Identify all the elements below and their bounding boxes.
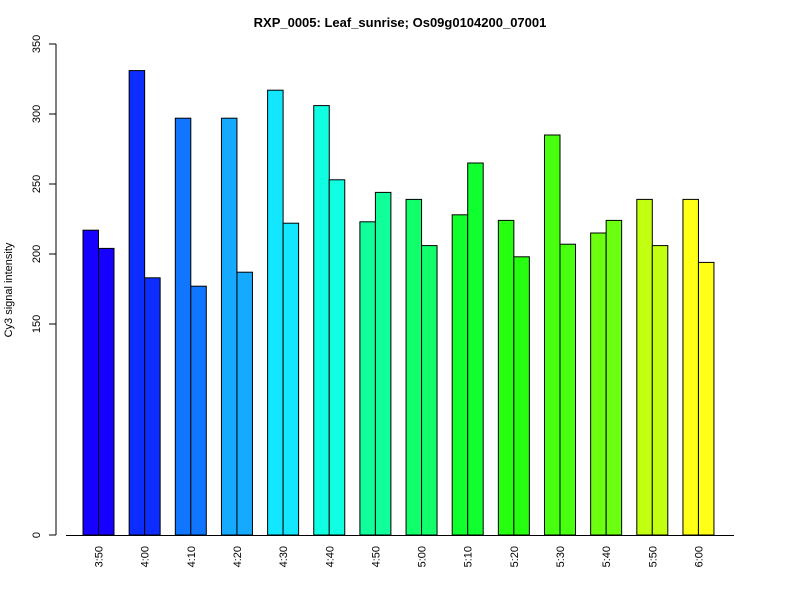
x-tick-label: 5:50 [647, 546, 659, 567]
bar-400-s2 [144, 277, 161, 536]
chart-title: RXP_0005: Leaf_sunrise; Os09g0104200_070… [254, 15, 547, 30]
y-tick-label: 150 [31, 315, 43, 333]
y-axis-label: Cy3 signal intensity [3, 242, 15, 337]
bar-550-s1 [636, 198, 653, 536]
y-tick-label: 300 [31, 105, 43, 123]
bar-group [82, 70, 715, 536]
bar-440-s2 [328, 179, 346, 536]
x-tick-label: 5:10 [463, 546, 475, 567]
bar-350-s1 [82, 229, 99, 536]
x-tick-label: 3:50 [94, 546, 106, 567]
bar-410-s1 [174, 117, 192, 536]
bar-540-s2 [605, 219, 623, 536]
y-tick-label: 200 [31, 245, 43, 263]
x-tick-label: 4:20 [232, 546, 244, 567]
bar-450-s1 [359, 221, 376, 536]
bar-350-s2 [98, 247, 115, 536]
bar-500-s2 [421, 245, 438, 536]
x-tick-label: 5:00 [417, 546, 429, 567]
bar-530-s1 [544, 134, 561, 536]
bar-430-s1 [267, 89, 284, 536]
x-tick-label: 4:40 [324, 546, 336, 567]
y-axis-ticks: 0 150 200 250 300 350 [31, 35, 56, 538]
x-axis-ticks: 3:50 4:00 4:10 4:20 4:30 4:40 4:50 5:00 5:10 5:20… [94, 546, 706, 567]
bar-510-s1 [451, 214, 469, 536]
bar-410-s2 [190, 285, 207, 536]
bar-440-s1 [313, 105, 330, 536]
x-tick-label: 5:20 [509, 546, 521, 567]
x-tick-label: 5:30 [555, 546, 567, 567]
bar-520-s1 [497, 219, 515, 536]
bar-540-s1 [590, 232, 607, 536]
bar-420-s2 [236, 271, 253, 536]
x-tick-label: 4:00 [140, 546, 152, 567]
bar-600-s1 [682, 198, 699, 536]
x-tick-label: 4:50 [370, 546, 382, 567]
bar-400-s1 [128, 70, 146, 536]
bar-530-s2 [559, 243, 576, 536]
y-tick-label: 0 [31, 532, 43, 538]
x-tick-label: 4:30 [278, 546, 290, 567]
bar-520-s2 [513, 256, 530, 536]
bar-500-s1 [405, 198, 423, 536]
bar-550-s2 [651, 245, 669, 536]
bar-510-s2 [467, 162, 484, 536]
bar-600-s2 [697, 261, 715, 536]
y-tick-label: 250 [31, 175, 43, 193]
x-tick-label: 6:00 [693, 546, 705, 567]
bar-450-s2 [374, 191, 392, 536]
y-tick-label: 350 [31, 35, 43, 53]
bar-430-s2 [282, 222, 300, 536]
x-tick-label: 5:40 [601, 546, 613, 567]
bar-420-s1 [220, 117, 238, 536]
x-tick-label: 4:10 [186, 546, 198, 567]
